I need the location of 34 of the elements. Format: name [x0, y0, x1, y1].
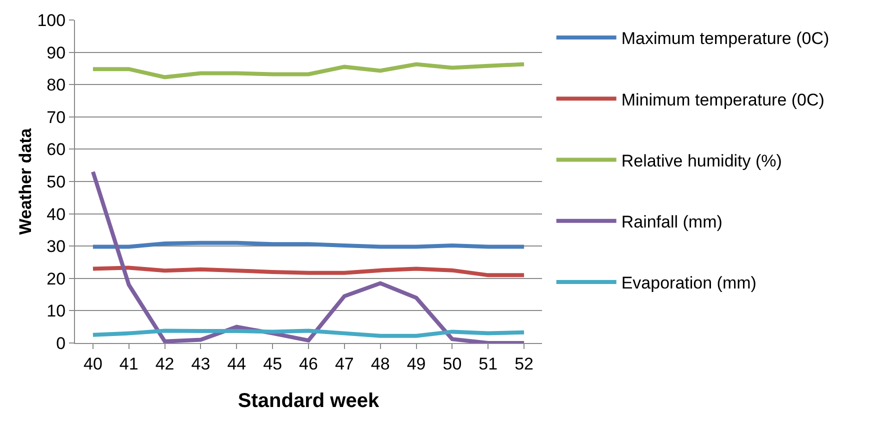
legend-label: Minimum temperature (0C): [621, 90, 824, 110]
x-tick-label: 49: [406, 354, 426, 374]
y-tick-label: 10: [46, 302, 66, 321]
y-tick-label: 70: [46, 108, 66, 127]
y-tick-label: 0: [56, 334, 66, 353]
x-tick-label: 42: [155, 354, 174, 374]
line-series: [90, 170, 526, 343]
y-tick-label: 80: [46, 76, 66, 95]
x-tick-label: 48: [370, 354, 390, 374]
legend-label: Evaporation (mm): [621, 274, 756, 293]
y-tick-label: 100: [37, 10, 66, 30]
y-axis-title: Weather data: [16, 128, 35, 235]
legend-label: Maximum temperature (0C): [621, 29, 830, 48]
x-tick-label: 45: [263, 354, 282, 374]
line-series: [90, 62, 526, 80]
x-tick-label: 50: [442, 354, 462, 374]
y-tick-label: 50: [46, 172, 66, 192]
x-axis-title: Standard week: [238, 390, 380, 412]
line-series: [90, 266, 526, 278]
x-tick-label: 43: [191, 354, 210, 374]
y-tick-label: 30: [46, 237, 66, 256]
x-tick-label: 41: [119, 354, 138, 374]
y-tick-label: 60: [46, 140, 66, 160]
x-tick-label: 51: [478, 354, 498, 374]
y-tick-label: 90: [46, 43, 66, 62]
x-tick-label: 47: [334, 354, 354, 374]
y-tick-label: 40: [46, 204, 66, 224]
y-tick-label: 20: [46, 269, 66, 288]
x-tick-label: 52: [514, 354, 534, 374]
x-tick-label: 40: [84, 354, 102, 374]
legend-label: Rainfall (mm): [621, 212, 722, 232]
legend-label: Relative humidity (%): [621, 151, 782, 170]
x-tick-label: 46: [299, 354, 318, 374]
x-tick-label: 44: [227, 354, 246, 374]
